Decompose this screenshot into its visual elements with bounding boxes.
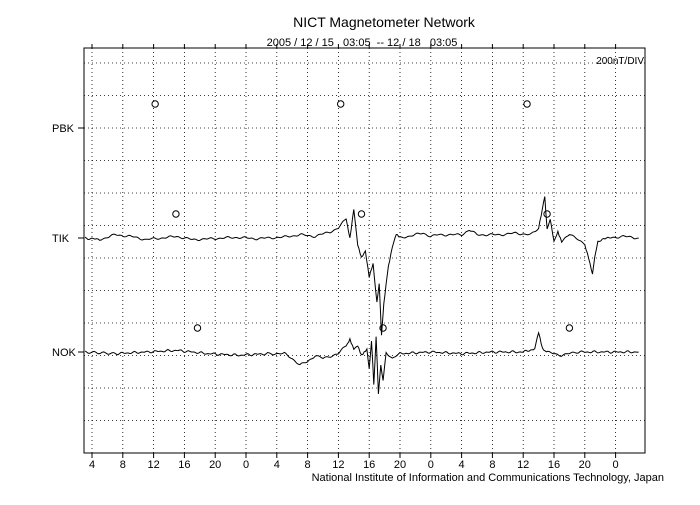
- x-tick-label: 4: [274, 459, 280, 471]
- midnight-markers: [151, 100, 574, 332]
- trace-tik: [84, 196, 639, 336]
- x-tick-label: 16: [178, 459, 190, 471]
- x-ticks: 4 8 12 16 20 0 4 8 12 16 20 0 4 8 12 16 20 0: [89, 44, 619, 471]
- grid: [84, 48, 645, 453]
- midnight-marker: [337, 100, 345, 108]
- x-tick-label: 20: [394, 459, 406, 471]
- footer-credit: National Institute of Information and Co…: [312, 472, 664, 484]
- x-tick-label: 8: [489, 459, 495, 471]
- midnight-marker: [357, 210, 366, 218]
- station-labels: PBK TIK NOK: [52, 123, 84, 359]
- x-tick-label: 0: [613, 459, 619, 471]
- station-label-tik: TIK: [52, 233, 70, 245]
- x-tick-label: 8: [120, 459, 126, 471]
- midnight-marker: [523, 100, 531, 108]
- midnight-marker: [565, 324, 574, 332]
- x-tick-label: 12: [332, 459, 344, 471]
- chart-title: NICT Magnetometer Network: [293, 14, 476, 30]
- x-tick-label: 4: [459, 459, 465, 471]
- station-label-pbk: PBK: [52, 123, 75, 135]
- midnight-marker: [151, 100, 159, 108]
- x-tick-label: 20: [209, 459, 221, 471]
- chart-subtitle: 2005 / 12 / 15 03:05 -- 12 / 18 03:05: [267, 37, 458, 49]
- midnight-marker: [193, 324, 202, 332]
- x-tick-label: 16: [363, 459, 375, 471]
- x-tick-label: 0: [243, 459, 249, 471]
- station-label-nok: NOK: [52, 347, 77, 359]
- x-tick-label: 4: [89, 459, 95, 471]
- x-tick-label: 20: [579, 459, 591, 471]
- trace-nok: [84, 331, 639, 394]
- x-tick-label: 0: [428, 459, 434, 471]
- x-tick-label: 12: [147, 459, 159, 471]
- x-tick-label: 16: [548, 459, 560, 471]
- traces: [84, 196, 639, 394]
- x-tick-label: 8: [305, 459, 311, 471]
- scale-label: 200nT/DIV: [596, 56, 644, 67]
- midnight-marker: [543, 210, 551, 218]
- x-tick-label: 12: [517, 459, 529, 471]
- midnight-marker: [172, 210, 180, 218]
- plot-frame: [83, 47, 646, 454]
